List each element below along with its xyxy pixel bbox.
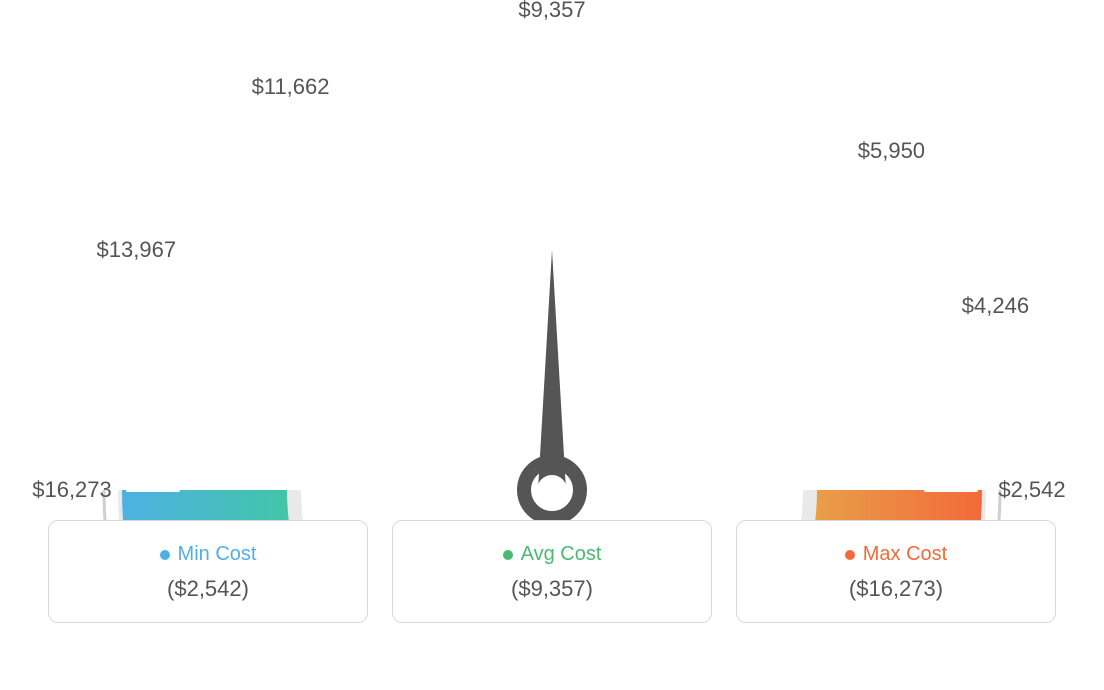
- card-value: ($2,542): [59, 576, 357, 602]
- avg-cost-card: Avg Cost ($9,357): [392, 520, 712, 623]
- dot-icon: [160, 550, 170, 560]
- max-cost-card: Max Cost ($16,273): [736, 520, 1056, 623]
- dot-icon: [503, 550, 513, 560]
- card-head: Avg Cost: [503, 543, 602, 566]
- cost-gauge: $2,542 $4,246 $5,950 $9,357 $11,662 $13,967 $1…: [0, 0, 1104, 520]
- gauge-tick-label: $13,967: [97, 237, 177, 263]
- gauge-tick-label: $5,950: [858, 138, 925, 164]
- gauge-tick-label: $4,246: [962, 293, 1029, 319]
- card-head: Min Cost: [160, 543, 257, 566]
- gauge-tick-label: $2,542: [998, 477, 1065, 503]
- card-label: Min Cost: [178, 543, 257, 566]
- card-value: ($16,273): [747, 576, 1045, 602]
- card-value: ($9,357): [403, 576, 701, 602]
- card-label: Avg Cost: [521, 543, 602, 566]
- card-label: Max Cost: [863, 543, 947, 566]
- gauge-tick-label: $11,662: [252, 74, 330, 100]
- min-cost-card: Min Cost ($2,542): [48, 520, 368, 623]
- summary-cards: Min Cost ($2,542) Avg Cost ($9,357) Max …: [0, 520, 1104, 647]
- gauge-tick-label: $16,273: [32, 477, 112, 503]
- dot-icon: [845, 550, 855, 560]
- gauge-tick-label: $9,357: [518, 0, 585, 23]
- card-head: Max Cost: [845, 543, 947, 566]
